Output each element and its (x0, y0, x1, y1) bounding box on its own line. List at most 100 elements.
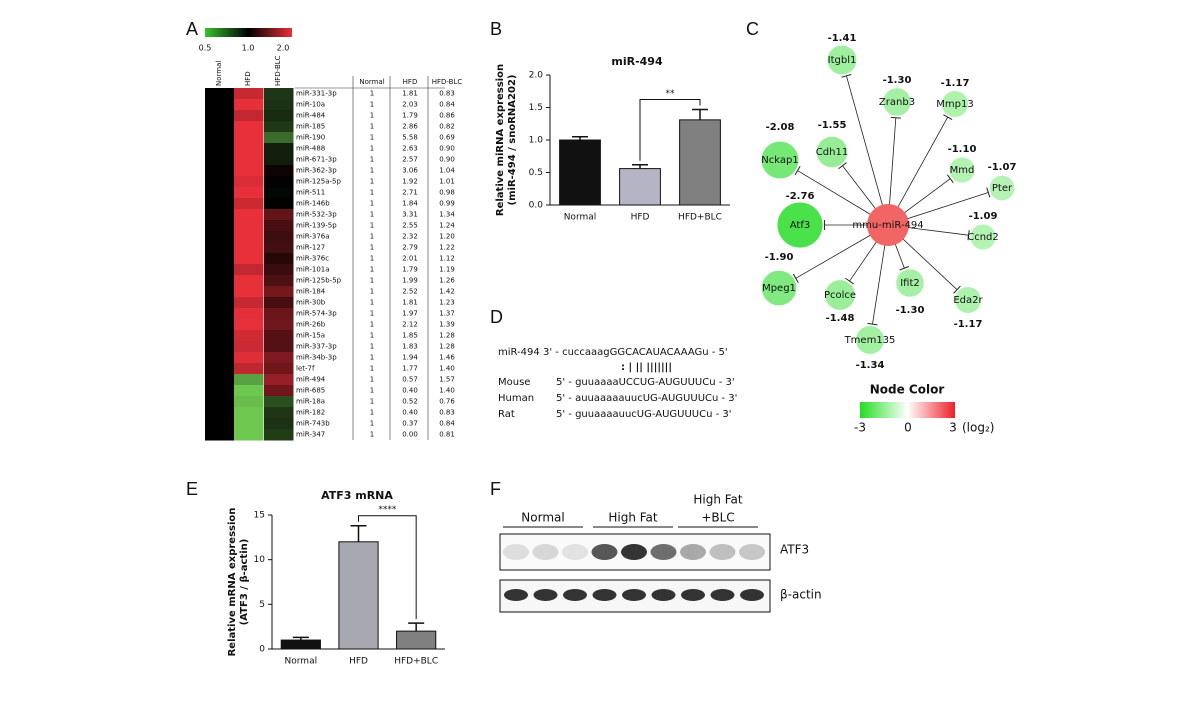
edge-end (845, 277, 854, 285)
heatmap-cell (234, 209, 264, 221)
legend-tick: 3 (949, 421, 957, 435)
heatmap-cell (234, 242, 264, 254)
band (680, 544, 706, 560)
heatmap-cell (205, 99, 235, 111)
x-tick-label: HFD+BLC (394, 657, 438, 667)
heatmap-cell (264, 209, 294, 221)
gene-label: Tmem135 (844, 335, 896, 346)
table-cell: 1.40 (439, 365, 455, 373)
table-cell: 0.99 (439, 200, 455, 208)
row-label: miR-743b (296, 420, 330, 428)
band (532, 544, 559, 560)
table-cell: 2.32 (402, 233, 418, 241)
heatmap-cell (205, 374, 235, 386)
row-label: miR-190 (296, 134, 325, 142)
heatmap-cell (264, 110, 294, 122)
gene-value: -1.10 (948, 144, 977, 155)
heatmap-cell (264, 176, 294, 188)
table-cell: 0.90 (439, 156, 455, 164)
column-label: HFD-BLC (274, 55, 282, 86)
heatmap-cell (205, 308, 235, 320)
table-cell: 1.20 (439, 233, 455, 241)
table-cell: 0.81 (439, 431, 455, 439)
heatmap-cell (234, 429, 264, 441)
group-label: High Fat (608, 511, 658, 525)
row-label: miR-574-3p (296, 310, 337, 318)
heatmap-cell (234, 275, 264, 287)
species: Mouse (498, 377, 530, 388)
heatmap-cell (264, 374, 294, 386)
gene-label: Mmp13 (936, 99, 973, 110)
row-label: miR-376a (296, 233, 330, 241)
heatmap-cell (234, 154, 264, 166)
row-label: miR-139-5p (296, 222, 337, 230)
heatmap-cell (234, 341, 264, 353)
species: Rat (498, 409, 515, 420)
band (710, 589, 735, 601)
heatmap-cell (205, 231, 235, 243)
gene-node (761, 270, 797, 306)
band (739, 544, 765, 560)
table-cell: 0.76 (439, 398, 455, 406)
heatmap-cell (234, 176, 264, 188)
heatmap-cell (205, 407, 235, 419)
gene-label: Cdh11 (816, 147, 848, 158)
table-cell: 0.00 (402, 431, 418, 439)
table-cell: 1.26 (439, 277, 455, 285)
edge-end (794, 166, 801, 176)
table-cell: 0.83 (439, 90, 455, 98)
gene-value: -1.48 (826, 313, 855, 324)
table-cell: 1 (370, 90, 374, 98)
heatmap-cell (205, 341, 235, 353)
legend-tick: 0 (904, 421, 912, 435)
gene-label: Ccnd2 (967, 232, 999, 243)
heatmap-cell (234, 363, 264, 375)
gene-node (896, 269, 924, 297)
heatmap-cell (205, 165, 235, 177)
heatmap-cell (205, 418, 235, 430)
target-sequence: 5' - guuaaaauucUG-AUGUUUCu - 3' (556, 409, 732, 420)
gene-label: Nckap1 (761, 155, 798, 166)
panel-letter: C (746, 19, 759, 39)
heatmap-cell (205, 176, 235, 188)
gene-node (883, 88, 911, 116)
gene-label: Zranb3 (879, 97, 915, 108)
table-cell: 1 (370, 354, 374, 362)
heatmap-cell (234, 352, 264, 364)
row-label: miR-347 (296, 431, 325, 439)
heatmap-cell (205, 143, 235, 155)
edge (846, 75, 889, 226)
heatmap-cell (264, 286, 294, 298)
heatmap-cell (234, 132, 264, 144)
target-sequence: 5' - guuaaaaUCCUG-AUGUUUCu - 3' (556, 377, 735, 388)
table-cell: 2.71 (402, 189, 418, 197)
heatmap-cell (234, 187, 264, 199)
heatmap-cell (234, 110, 264, 122)
table-cell: 1.97 (402, 310, 418, 318)
table-cell: 2.86 (402, 123, 418, 131)
table-cell: 2.55 (402, 222, 418, 230)
gene-label: Mpeg1 (762, 283, 796, 294)
edge-end (899, 265, 910, 271)
gene-label: Ifit2 (900, 278, 920, 289)
y-axis-label: (miR-494 / snoRNA202) (507, 75, 518, 206)
table-cell: 1 (370, 233, 374, 241)
y-tick-label: 0.0 (529, 201, 544, 211)
gene-label: Atf3 (790, 220, 810, 231)
row-label: miR-34b-3p (296, 354, 337, 362)
table-cell: 1 (370, 156, 374, 164)
panel-letter: B (490, 19, 502, 39)
error-bar (572, 136, 588, 140)
edge-end (946, 174, 954, 184)
table-cell: 1.22 (439, 244, 455, 252)
heatmap-cell (234, 198, 264, 210)
heatmap-cell (264, 187, 294, 199)
colorbar-tick: 2.0 (277, 44, 290, 53)
bar (679, 119, 721, 206)
table-cell: 1 (370, 288, 374, 296)
table-cell: 0.37 (402, 420, 418, 428)
y-axis-label: Relative mRNA expression (227, 508, 238, 657)
panel-letter: D (490, 307, 503, 327)
table-cell: 1.34 (439, 211, 455, 219)
table-cell: 1 (370, 189, 374, 197)
